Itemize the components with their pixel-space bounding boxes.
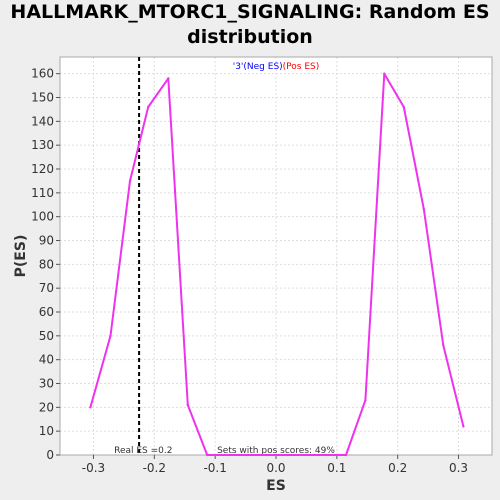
data-point	[186, 403, 189, 407]
x-tick-label: -0.1	[203, 461, 226, 475]
series-line	[89, 72, 465, 456]
data-point	[462, 425, 465, 428]
data-point	[109, 334, 112, 338]
y-tick-label: 20	[39, 400, 54, 414]
legend-entry: '3'	[233, 62, 244, 72]
data-point	[364, 398, 367, 402]
data-point	[402, 105, 405, 109]
y-tick-label: 130	[31, 138, 54, 152]
pos-scores-annotation: Sets with pos scores: 49%	[217, 446, 335, 456]
data-point	[167, 77, 170, 80]
y-tick-label: 90	[39, 234, 54, 248]
data-point	[226, 453, 229, 457]
x-tick-label: 0.0	[266, 461, 285, 475]
data-point	[147, 105, 150, 109]
y-tick-label: 120	[31, 162, 54, 176]
data-point	[206, 453, 209, 457]
x-tick-label: -0.2	[143, 461, 166, 475]
y-tick-label: 110	[31, 186, 54, 200]
y-tick-label: 150	[31, 91, 54, 105]
y-axis-label: P(ES)	[13, 235, 29, 278]
y-tick-label: 160	[31, 67, 54, 81]
x-tick-label: -0.3	[82, 461, 105, 475]
data-point	[265, 453, 269, 457]
real-es-label: Real ES =0.2	[114, 446, 172, 456]
y-tick-label: 100	[31, 210, 54, 224]
y-tick-label: 50	[39, 329, 54, 343]
y-tick-label: 0	[46, 448, 54, 462]
data-point	[128, 179, 132, 183]
y-tick-label: 140	[31, 114, 54, 128]
y-tick-label: 10	[39, 424, 54, 438]
data-point	[344, 453, 348, 457]
data-point	[383, 72, 386, 75]
data-point	[245, 453, 248, 457]
data-point	[89, 406, 92, 409]
x-tick-label: 0.3	[449, 461, 468, 475]
legend-entry: (Neg ES)	[243, 62, 282, 72]
data-point	[442, 344, 445, 347]
chart-title: HALLMARK_MTORC1_SIGNALING: Random ES dis…	[10, 1, 490, 48]
legend-entry: (Pos ES)	[283, 62, 320, 72]
y-tick-label: 40	[39, 353, 54, 367]
y-tick-label: 70	[39, 281, 54, 295]
data-point	[324, 453, 328, 457]
data-point	[422, 208, 426, 211]
x-tick-label: 0.1	[327, 461, 346, 475]
y-tick-label: 60	[39, 305, 54, 319]
legend: '3'(Neg ES)(Pos ES)	[233, 62, 320, 72]
data-point	[305, 453, 308, 457]
y-tick-label: 30	[39, 377, 54, 391]
data-point	[285, 453, 288, 457]
y-tick-label: 80	[39, 257, 54, 271]
plot-area	[60, 57, 492, 455]
x-tick-label: 0.2	[388, 461, 407, 475]
x-axis-label: ES	[266, 478, 286, 494]
